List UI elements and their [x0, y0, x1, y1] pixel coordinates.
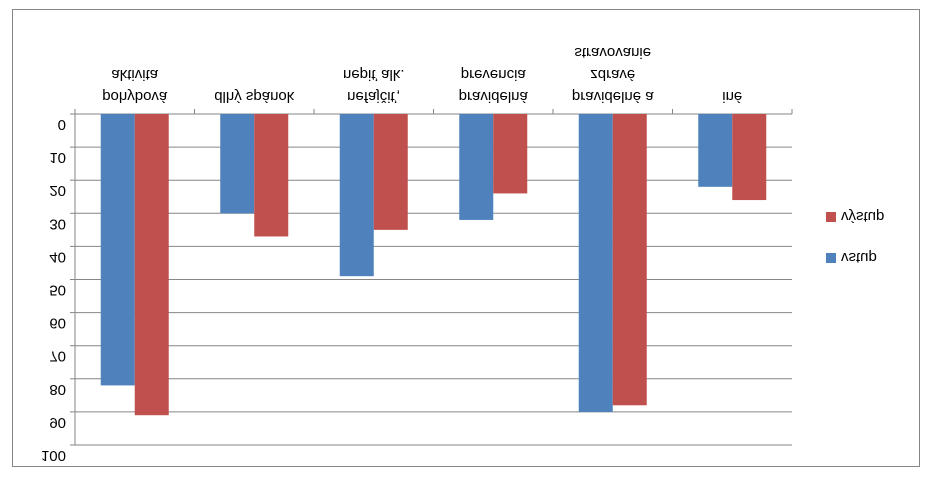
bar-vstup-1 [220, 114, 255, 214]
bar-výstup-1 [254, 114, 289, 237]
y-tick-label: 70 [49, 348, 66, 365]
y-tick-label: 0 [58, 116, 66, 133]
category-label: pravidelná [459, 88, 529, 105]
y-tick-label: 20 [49, 182, 66, 199]
bar-výstup-4 [612, 114, 647, 406]
y-tick-label: 90 [49, 414, 66, 431]
category-label: nepiť alk. [343, 66, 405, 83]
category-label: iné [722, 88, 742, 105]
legend-swatch-výstup [826, 212, 836, 222]
category-label: nefajčiť, [347, 88, 400, 105]
legend-label: vstup [841, 249, 877, 266]
y-tick-label: 40 [49, 248, 66, 265]
y-tick-label: 60 [49, 315, 66, 332]
bar-vstup-5 [698, 114, 733, 187]
bar-výstup-2 [373, 114, 408, 230]
category-label: pohybová [102, 88, 168, 105]
bar-vstup-0 [100, 114, 135, 386]
bar-výstup-3 [493, 114, 528, 194]
bar-vstup-3 [459, 114, 494, 220]
y-tick-label: 80 [49, 381, 66, 398]
category-label: aktivita [111, 66, 158, 83]
category-label: zdravé [590, 66, 635, 83]
category-label: dlhý spánok [214, 88, 295, 105]
y-tick-label: 100 [41, 447, 66, 464]
y-tick-label: 30 [49, 215, 66, 232]
y-tick-label: 10 [49, 149, 66, 166]
y-tick-label: 50 [49, 282, 66, 299]
category-label: pravidelné a [572, 88, 654, 105]
bar-vstup-4 [578, 114, 613, 412]
bar-výstup-5 [732, 114, 767, 201]
category-label: stravovanie [574, 44, 651, 61]
bar-vstup-2 [339, 114, 374, 277]
legend-label: výstup [841, 208, 884, 225]
bar-výstup-0 [134, 114, 169, 416]
category-label: prevencia [461, 66, 527, 83]
legend-swatch-vstup [826, 253, 836, 263]
